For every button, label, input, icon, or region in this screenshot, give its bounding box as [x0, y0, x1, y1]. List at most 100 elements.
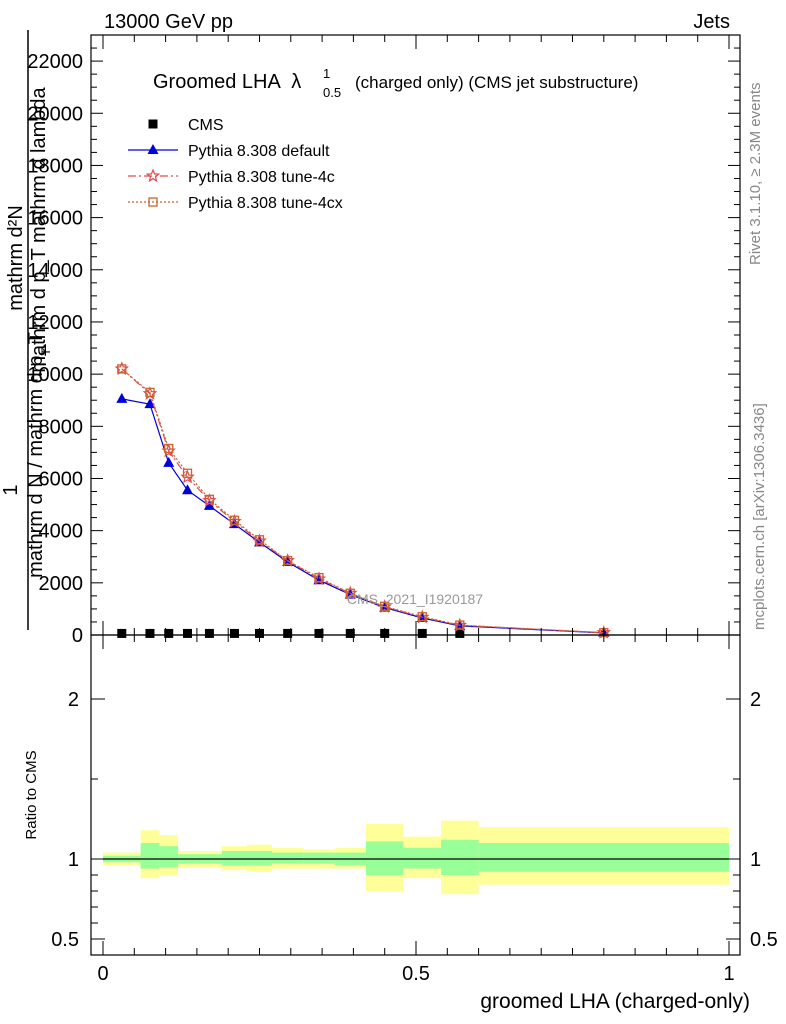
data-point-cms: [283, 628, 293, 638]
y-tick-label: 22000: [27, 51, 83, 73]
ratio-inner-band: [272, 852, 304, 864]
y-tick-label: 12000: [27, 312, 83, 334]
y-tick-label: 4000: [39, 521, 84, 543]
y-tick-label: 16000: [27, 208, 83, 230]
ratio-y-tick-label: 1: [68, 849, 79, 871]
ylabel-lower-numerator: 1: [0, 484, 22, 495]
title-rest: (charged only) (CMS jet substructure): [355, 73, 638, 92]
ratio-inner-band: [159, 846, 179, 867]
data-point-default: [144, 398, 156, 409]
ylabel-denominator: mathrm d p_T mathrm d lambda: [28, 86, 50, 372]
data-point-cms: [229, 628, 239, 638]
ratio-y-tick-label: 2: [68, 689, 79, 711]
legend-item-tune4c: Pythia 8.308 tune-4c: [128, 168, 335, 186]
data-point-cms: [145, 628, 155, 638]
legend-label: Pythia 8.308 tune-4c: [188, 169, 335, 186]
data-point-default: [182, 484, 194, 495]
ratio-inner-band: [403, 847, 442, 869]
title-main: Groomed LHA: [153, 71, 281, 93]
x-tick-label: 0: [97, 963, 108, 985]
ratio-inner-band: [221, 851, 247, 866]
y-tick-label: 2000: [39, 573, 84, 595]
legend-item-default: Pythia 8.308 default: [128, 143, 330, 160]
mcplots-label: mcplots.cern.ch [arXiv:1306.3436]: [751, 403, 768, 630]
data-point-tune4cx: [314, 572, 324, 583]
legend-label: CMS: [188, 117, 224, 134]
plot-title: Groomed LHA λ 1 0.5 (charged only) (CMS …: [153, 66, 638, 100]
svg-text:Groomed LHA λ: Groomed LHA λ: [153, 71, 301, 93]
data-point-cms: [455, 628, 465, 638]
category-label: Jets: [693, 11, 730, 33]
ratio-inner-band: [246, 851, 273, 866]
legend-label: Pythia 8.308 default: [188, 143, 330, 160]
y-tick-label: 8000: [39, 416, 84, 438]
y-tick-label: 6000: [39, 468, 84, 490]
legend-item-tune4cx: Pythia 8.308 tune-4cx: [128, 195, 343, 212]
main-y-ticks: 0 2000 4000 6000 8000 10000 12000 14000 16000 180…: [27, 34, 740, 647]
x-tick-label: 1: [723, 963, 734, 985]
data-point-cms: [204, 628, 214, 638]
y-tick-label: 18000: [27, 155, 83, 177]
data-point-default: [203, 499, 215, 510]
data-point-tune4cx: [283, 556, 293, 566]
y-tick-label: 14000: [27, 260, 83, 282]
data-point-tune4cx: [204, 494, 215, 504]
legend-label: Pythia 8.308 tune-4cx: [188, 195, 343, 212]
ratio-inner-band: [303, 852, 335, 864]
title-lambda: λ: [291, 71, 301, 93]
data-point-cms: [345, 628, 355, 638]
ratio-y-tick-label: 0.5: [51, 929, 79, 951]
x-axis-label: groomed LHA (charged-only): [480, 990, 750, 1013]
data-point-cms: [183, 628, 193, 638]
ratio-bands: [103, 820, 729, 895]
legend-marker: [147, 144, 159, 154]
analysis-watermark: CMS_2021_I1920187: [347, 591, 483, 607]
legend-item-cms: CMS: [148, 117, 224, 134]
ylabel-lower-subscript: T: [39, 348, 53, 356]
data-point-tune4cx: [254, 535, 265, 545]
y-tick-label: 20000: [27, 103, 83, 125]
ratio-inner-band: [441, 839, 479, 875]
ratio-y-tick-label-right: 2: [750, 689, 761, 711]
title-sub: 0.5: [323, 85, 341, 100]
ratio-inner-band: [478, 843, 729, 872]
legend-marker: [148, 119, 158, 129]
main-curves: [114, 361, 612, 639]
x-tick-label: 0.5: [402, 963, 430, 985]
series-tune4cx: [117, 364, 609, 638]
title-sup: 1: [323, 66, 330, 81]
legend: CMS Pythia 8.308 default Pythia 8.308 tune…: [128, 117, 343, 212]
ylabel-lower: mathrm d N / mathrm d p_T: [25, 332, 47, 578]
data-point-tune4cx: [117, 364, 127, 374]
data-point-cms: [314, 628, 324, 638]
data-point-tune4cx: [164, 443, 174, 454]
data-point-tune4cx: [380, 601, 390, 611]
ratio-y-ticks: 0.5 0.5 1 1 2 2: [51, 689, 778, 951]
series-line-default: [121, 398, 604, 634]
data-point-cms: [417, 628, 427, 638]
legend-marker: [145, 168, 161, 183]
ratio-plot-frame: [90, 634, 741, 956]
x-axis-ticks: 0 0.5 1: [97, 35, 735, 985]
data-point-tune4cx: [229, 515, 240, 525]
ratio-y-tick-label-right: 0.5: [750, 929, 778, 951]
data-point-cms: [117, 628, 127, 638]
energy-label: 13000 GeV pp: [104, 11, 233, 33]
y-tick-label: 0: [72, 625, 83, 647]
ratio-y-label: Ratio to CMS: [23, 750, 40, 839]
data-point-default: [116, 392, 128, 403]
ratio-y-tick-label-right: 1: [750, 849, 761, 871]
data-point-tune4cx: [417, 612, 427, 622]
ratio-inner-band: [365, 841, 404, 875]
data-point-tune4cx: [145, 387, 155, 398]
data-point-default: [163, 456, 175, 467]
legend-marker: [148, 197, 158, 207]
data-point-tune4cx: [182, 468, 193, 478]
main-y-label: mathrm d²N mathrm d p_T mathrm d lambda …: [0, 30, 53, 630]
y-tick-label: 10000: [27, 364, 83, 386]
rivet-label: Rivet 3.1.10, ≥ 2.3M events: [747, 83, 764, 266]
main-plot-panel: 0 2000 4000 6000 8000 10000 12000 14000 16000 180…: [27, 34, 741, 647]
ratio-inner-band: [140, 843, 160, 869]
ylabel-numerator: mathrm d²N: [5, 205, 27, 311]
